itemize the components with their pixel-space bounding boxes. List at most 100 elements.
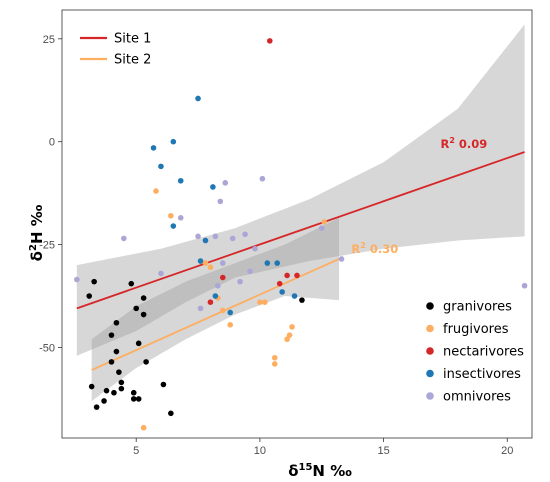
point-granivores [116, 369, 122, 375]
point-omnivores [222, 180, 229, 186]
point-granivores [135, 396, 142, 402]
y-tick-label: -25 [39, 240, 55, 252]
ci-band-1 [76, 24, 525, 356]
point-omnivores [219, 260, 226, 266]
point-omnivores [177, 215, 184, 221]
point-frugivores [168, 212, 174, 219]
point-omnivores [215, 282, 221, 289]
point-omnivores [242, 231, 248, 238]
point-granivores [135, 340, 142, 347]
legend-point-label: omnivores [443, 390, 511, 405]
point-nectarivores [207, 299, 214, 305]
y-axis-ticks: 25 0 -25 -50 [39, 34, 62, 354]
point-frugivores [289, 324, 295, 330]
point-insectivores [170, 138, 177, 145]
point-insectivores [274, 260, 281, 266]
point-nectarivores [266, 38, 273, 44]
point-granivores [118, 379, 125, 386]
y-axis-title: δ2H ‰ [28, 204, 46, 261]
point-granivores [108, 359, 115, 365]
point-insectivores [197, 258, 204, 264]
point-insectivores [291, 293, 298, 299]
legend-line-label: Site 2 [114, 53, 151, 68]
legend-point-label: nectarivores [443, 345, 524, 360]
point-nectarivores [219, 274, 226, 281]
data-points [74, 38, 528, 431]
point-granivores [143, 359, 149, 365]
point-omnivores [338, 256, 345, 262]
legend-point-label: granivores [443, 300, 512, 315]
point-granivores [118, 385, 125, 392]
point-granivores [128, 280, 135, 287]
point-nectarivores [294, 272, 300, 279]
point-granivores [93, 404, 100, 410]
point-insectivores [195, 95, 201, 102]
point-insectivores [170, 223, 177, 229]
legend-point-label: insectivores [443, 367, 521, 382]
point-insectivores [150, 145, 157, 151]
point-omnivores [318, 225, 325, 231]
x-tick-label: 10 [254, 445, 266, 457]
point-granivores [113, 348, 120, 355]
regression-line-1 [76, 151, 525, 310]
point-frugivores [153, 188, 159, 194]
panel-border [61, 9, 533, 439]
point-omnivores [212, 233, 219, 240]
point-granivores [86, 293, 93, 299]
point-insectivores [177, 177, 184, 184]
r2-annotation-1: R2 0.09 [440, 136, 487, 151]
point-frugivores [321, 219, 328, 225]
point-insectivores [212, 293, 219, 299]
point-frugivores [227, 322, 234, 328]
point-granivores [130, 389, 137, 396]
r2-annotations: R2 0.09 R2 0.30 [351, 136, 487, 256]
point-granivores [88, 383, 95, 390]
point-omnivores [197, 305, 204, 312]
point-nectarivores [276, 280, 283, 287]
x-tick-label: 5 [133, 445, 139, 457]
point-granivores [101, 398, 107, 404]
point-frugivores [271, 361, 278, 367]
point-granivores [113, 319, 120, 326]
point-granivores [91, 278, 97, 285]
point-omnivores [229, 235, 236, 242]
point-omnivores [259, 175, 266, 182]
x-axis-ticks: 5 10 15 20 [133, 438, 513, 457]
legend-point-swatch [426, 392, 434, 400]
legend-point-swatch [426, 369, 434, 378]
y-tick-label: 0 [49, 137, 55, 149]
point-insectivores [264, 260, 271, 266]
point-granivores [140, 311, 147, 318]
point-frugivores [140, 424, 147, 431]
point-granivores [103, 387, 110, 394]
point-omnivores [121, 235, 127, 242]
point-frugivores [202, 260, 209, 266]
point-frugivores [207, 264, 214, 271]
point-frugivores [262, 299, 268, 305]
point-frugivores [286, 332, 293, 338]
y-tick-label: 25 [43, 34, 55, 46]
point-insectivores [202, 237, 209, 244]
point-granivores [299, 297, 305, 303]
point-omnivores [158, 270, 164, 277]
point-nectarivores [284, 272, 290, 279]
point-granivores [130, 396, 137, 402]
point-omnivores [237, 278, 243, 285]
point-granivores [108, 332, 115, 338]
point-omnivores [247, 268, 253, 275]
x-tick-label: 15 [377, 445, 389, 457]
legend-point-swatch [426, 347, 434, 355]
point-granivores [160, 381, 167, 388]
line-legend: Site 1 Site 2 [80, 32, 151, 68]
x-axis-title: δ15N ‰ [288, 462, 352, 480]
legend-line-label: Site 1 [114, 32, 151, 47]
point-granivores [133, 305, 140, 312]
point-frugivores [284, 336, 290, 343]
point-frugivores [219, 307, 226, 314]
point-frugivores [257, 299, 263, 305]
point-insectivores [227, 309, 234, 316]
point-frugivores [271, 354, 278, 361]
point-granivores [140, 295, 147, 301]
